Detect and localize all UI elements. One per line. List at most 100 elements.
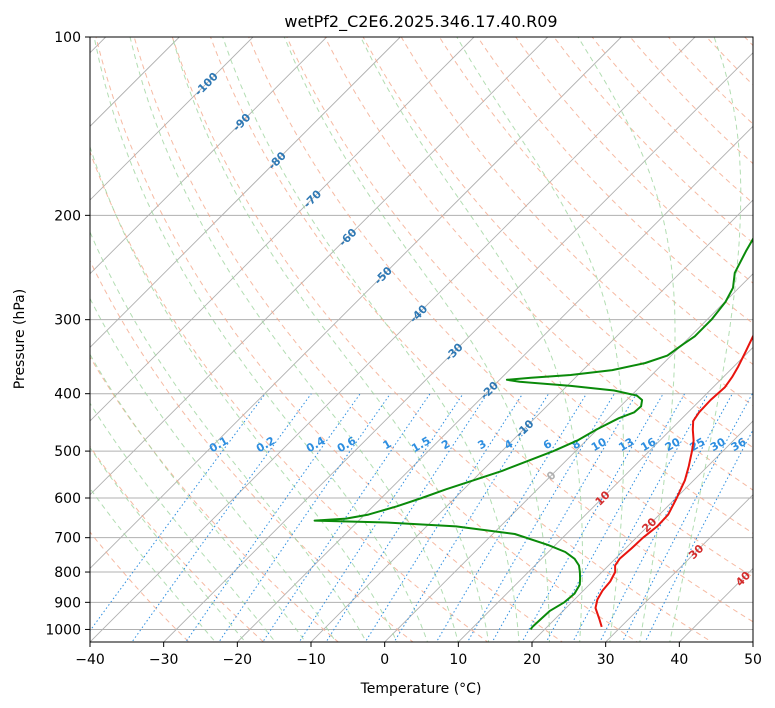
isotherm-line <box>457 346 753 642</box>
y-tick-label: 900 <box>54 595 81 611</box>
dewpoint-profile-line <box>313 237 753 630</box>
temperature-profile-line <box>594 333 753 628</box>
isotherm-line <box>90 37 254 201</box>
moist-adiabat-line <box>90 487 216 642</box>
isotherm-line <box>310 199 753 642</box>
axes: −40 −30 −20 −10 0 10 20 30 40 50 100 200 300 400 500 6 0… <box>45 30 762 668</box>
x-tick-label: −10 <box>296 652 326 668</box>
plot-area: 0.1 0.2 0.4 0.6 1 1.5 2 3 4 6 8 10 13 16 20 25 30 36-100-… <box>90 37 753 642</box>
mixing-ratio-line <box>521 393 664 642</box>
mixing-ratio-label: 2 <box>439 437 452 452</box>
moist-adiabat-line <box>90 402 276 642</box>
dry-adiabat-line <box>90 259 414 642</box>
mixing-ratio-line <box>599 393 733 642</box>
moist-adiabat-line <box>283 37 550 642</box>
moist-adiabat-line <box>90 230 367 642</box>
moist-adiabat-line <box>222 37 520 642</box>
chart-title: wetPf2_C2E6.2025.346.17.40.R09 <box>284 12 557 32</box>
mixing-ratio-line <box>572 393 709 642</box>
x-tick-label: 10 <box>449 652 467 668</box>
moist-adiabat-line <box>171 37 490 642</box>
isotherm-label: -40 <box>407 302 430 325</box>
x-tick-label: 50 <box>744 652 762 668</box>
isotherm-line <box>384 273 753 642</box>
mixing-ratio-line <box>644 428 753 642</box>
isotherm-label: -50 <box>372 264 395 287</box>
mixing-ratio-line <box>90 393 266 632</box>
mixing-ratio-line <box>185 393 361 642</box>
dry-adiabat-line <box>668 37 753 125</box>
dry-adiabat-line <box>171 37 713 642</box>
isotherm-line <box>531 420 753 642</box>
isotherm-label: -90 <box>230 111 253 134</box>
moist-adiabat-line <box>456 37 624 642</box>
mixing-ratio-label: 1 <box>381 437 394 452</box>
isotherm-line <box>90 37 696 642</box>
y-tick-label: 1000 <box>45 622 81 638</box>
dry-adiabat-line <box>90 445 265 642</box>
mixing-ratio-label: 0.1 <box>207 434 230 455</box>
x-tick-label: 20 <box>523 652 541 668</box>
mixing-ratio-line <box>545 393 686 642</box>
dry-adiabat-line <box>706 37 753 86</box>
moist-adiabat-line <box>360 37 583 642</box>
moist-adiabat-line <box>93 37 429 642</box>
mixing-ratio-label: 1.5 <box>409 434 432 455</box>
dry-adiabat-line <box>90 150 489 642</box>
x-tick-label: 40 <box>670 652 688 668</box>
isotherm-line <box>90 37 622 570</box>
moist-adiabat-line <box>90 145 398 642</box>
mixing-ratio-line <box>262 393 431 642</box>
mixing-ratio-line <box>131 393 312 642</box>
mixing-ratio-label: 0.6 <box>335 434 359 455</box>
isotherm-line <box>90 37 401 348</box>
mixing-ratio-label: 6 <box>541 437 554 452</box>
dry-adiabat-line <box>553 37 753 244</box>
isotherm-line <box>752 641 753 642</box>
y-tick-label: 500 <box>54 444 81 460</box>
isotherm-line <box>678 567 753 642</box>
y-tick-label: 800 <box>54 565 81 581</box>
dry-adiabat-line <box>438 37 753 366</box>
isotherm-label: -80 <box>266 149 289 172</box>
moist-adiabat-line <box>669 37 742 642</box>
mixing-ratio-line <box>393 393 550 642</box>
isotherm-line <box>90 37 328 275</box>
dry-adiabat-line <box>286 37 753 534</box>
moist-adiabat-line <box>129 37 459 642</box>
isotherm-line <box>90 37 549 496</box>
dry-adiabat-line <box>629 37 753 165</box>
isotherm-line <box>236 125 753 642</box>
isotherm-label: -100 <box>192 70 221 99</box>
dry-adiabat-line <box>90 356 340 642</box>
x-tick-label: −40 <box>75 652 105 668</box>
dry-adiabat-line <box>95 37 564 642</box>
x-tick-label: −20 <box>223 652 253 668</box>
mixing-ratio-label: 0.4 <box>304 434 328 455</box>
x-tick-label: −30 <box>149 652 179 668</box>
dry-adiabat-line <box>477 37 753 325</box>
x-tick-label: 30 <box>597 652 615 668</box>
isotherm-label: -10 <box>513 417 536 440</box>
dry-adiabat-line <box>210 37 753 623</box>
dry-adiabat-line <box>362 37 753 449</box>
y-axis-label: Pressure (hPa) <box>12 289 28 389</box>
mixing-ratio-line <box>435 393 587 642</box>
x-axis-label: Temperature (°C) <box>360 681 482 697</box>
isotherm-label: -60 <box>336 226 359 249</box>
mixing-ratio-line <box>364 393 524 642</box>
moist-adiabat-line <box>577 37 676 642</box>
mixing-ratio-line <box>621 393 753 642</box>
y-tick-label: 400 <box>54 387 81 403</box>
y-tick-label: 100 <box>54 30 81 46</box>
moist-adiabat-line <box>90 446 246 642</box>
x-tick-label: 0 <box>380 652 389 668</box>
mixing-ratio-line <box>218 393 391 642</box>
moist-adiabat-line <box>90 353 307 642</box>
mixing-ratio-label: 0.2 <box>254 434 277 455</box>
dry-adiabat-line <box>324 37 753 491</box>
y-tick-label: 700 <box>54 531 81 547</box>
y-tick-label: 300 <box>54 313 81 329</box>
y-tick-label: 200 <box>54 208 81 224</box>
